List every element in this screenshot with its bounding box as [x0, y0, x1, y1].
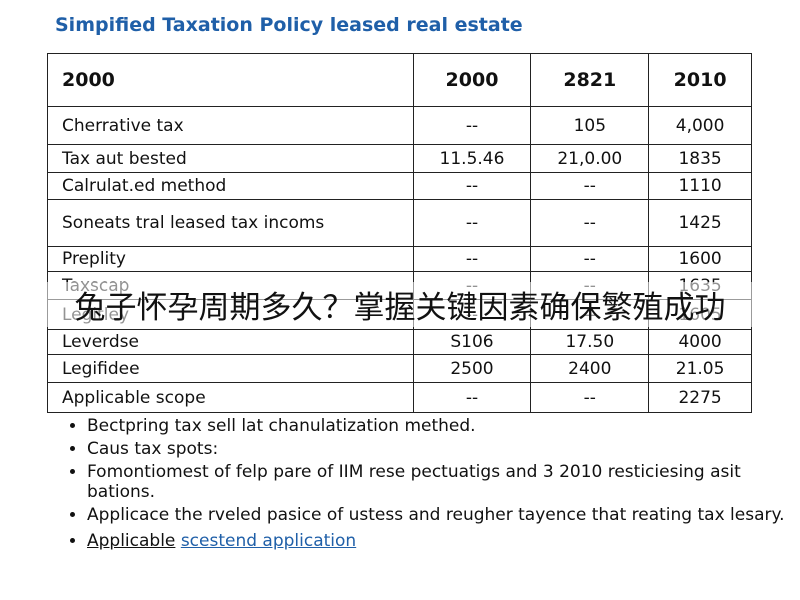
header-cell: 2000 [412, 53, 532, 107]
bullet-item: Caus tax spots: [87, 439, 787, 459]
overlay-text: 兔子怀孕周期多久？掌握关键因素确保繁殖成功 [0, 282, 800, 327]
table-cell: 1600 [648, 246, 752, 272]
bullet-item: Fomontiomest of felp pare of IIM rese pe… [87, 462, 787, 502]
link[interactable]: scestend application [180, 531, 357, 551]
table-cell: 17.50 [530, 329, 650, 355]
table-cell: 2400 [530, 354, 650, 383]
header-row: 2000 2000 2821 2010 [47, 53, 752, 107]
header-cell: 2010 [648, 53, 752, 107]
table-cell: 21.05 [648, 354, 752, 383]
table-cell: -- [412, 246, 532, 272]
bullet-item: Applicable scestend application [87, 531, 787, 551]
bullet-list: Bectpring tax sell lat chanulatization m… [55, 416, 787, 554]
table-cell: Legifidee [47, 354, 414, 383]
header-cell: 2000 [47, 53, 414, 107]
table-row: Cherrative tax -- 105 4,000 [47, 106, 752, 145]
table-row: Tax aut bested 11.5.46 21,0.00 1835 [47, 144, 752, 173]
table-cell: Tax aut bested [47, 144, 414, 173]
bullet-item: Applicace the rveled pasice of ustess an… [87, 505, 787, 525]
table-cell: -- [530, 246, 650, 272]
table-row: Legifidee 2500 2400 21.05 [47, 354, 752, 383]
link-prefix: Applicable [87, 531, 176, 551]
table-cell: 2275 [648, 382, 752, 413]
table-cell: Cherrative tax [47, 106, 414, 145]
table-cell: 11.5.46 [412, 144, 532, 173]
title: Simpified Taxation Policy leased real es… [55, 14, 523, 36]
table-cell: 2500 [412, 354, 532, 383]
table-cell: Calrulat.ed method [47, 172, 414, 200]
table-cell: 1110 [648, 172, 752, 200]
header-cell: 2821 [530, 53, 650, 107]
table-cell: Applicable scope [47, 382, 414, 413]
table-cell: Soneats tral leased tax incoms [47, 199, 414, 247]
table-cell: 1835 [648, 144, 752, 173]
table-cell: -- [412, 382, 532, 413]
table-cell: -- [412, 199, 532, 247]
table-row: Leverdse S106 17.50 4000 [47, 329, 752, 355]
table-cell: -- [412, 172, 532, 200]
table-cell: 4000 [648, 329, 752, 355]
table-row: Soneats tral leased tax incoms -- -- 1425 [47, 199, 752, 247]
table-cell: -- [530, 199, 650, 247]
table-cell: 1425 [648, 199, 752, 247]
table-row: Applicable scope -- -- 2275 [47, 382, 752, 413]
table-cell: 21,0.00 [530, 144, 650, 173]
table-cell: -- [530, 382, 650, 413]
table-cell: 105 [530, 106, 650, 145]
bullet-item: Bectpring tax sell lat chanulatization m… [87, 416, 787, 436]
table-row: Preplity -- -- 1600 [47, 246, 752, 272]
table-cell: 4,000 [648, 106, 752, 145]
table-cell: -- [412, 106, 532, 145]
table-row: Calrulat.ed method -- -- 1110 [47, 172, 752, 200]
table-cell: Leverdse [47, 329, 414, 355]
tax-table: 2000 2000 2821 2010 Cherrative tax -- 105 4,000… [47, 53, 752, 413]
table-cell: -- [530, 172, 650, 200]
table-cell: S106 [412, 329, 532, 355]
table-cell: Preplity [47, 246, 414, 272]
